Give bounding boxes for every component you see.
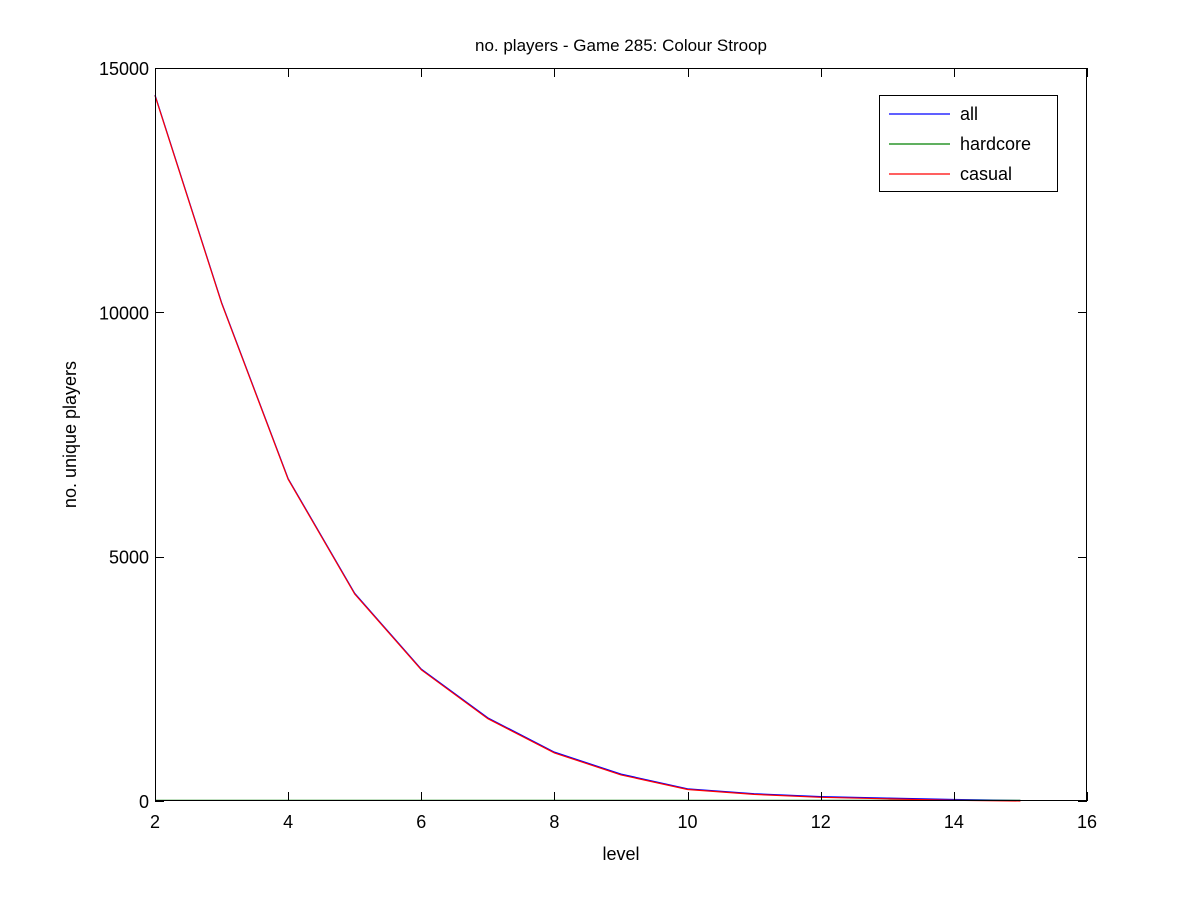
x-tick-label: 8 [549,812,559,832]
x-tick-label: 12 [811,812,831,832]
chart-title: no. players - Game 285: Colour Stroop [475,36,767,55]
legend: all hardcore casual [879,95,1058,192]
legend-label-casual: casual [960,164,1012,184]
x-tick-label: 2 [150,812,160,832]
tick-layer: 2 4 6 8 10 12 14 16 0 5000 10000 15000 [99,59,1097,832]
x-tick-label: 6 [416,812,426,832]
legend-label-all: all [960,104,978,124]
y-axis-title: no. unique players [60,361,80,508]
x-tick-label: 4 [283,812,293,832]
series-line-casual [154,95,1021,802]
y-tick-label: 15000 [99,59,149,79]
x-tick-label: 10 [678,812,698,832]
legend-label-hardcore: hardcore [960,134,1031,154]
x-tick-label: 16 [1077,812,1097,832]
x-tick-label: 14 [944,812,964,832]
y-tick-label: 10000 [99,303,149,323]
y-tick-label: 0 [139,792,149,812]
y-tick-label: 5000 [109,548,149,568]
plot-frame [155,68,1087,801]
x-axis-title: level [602,844,639,864]
